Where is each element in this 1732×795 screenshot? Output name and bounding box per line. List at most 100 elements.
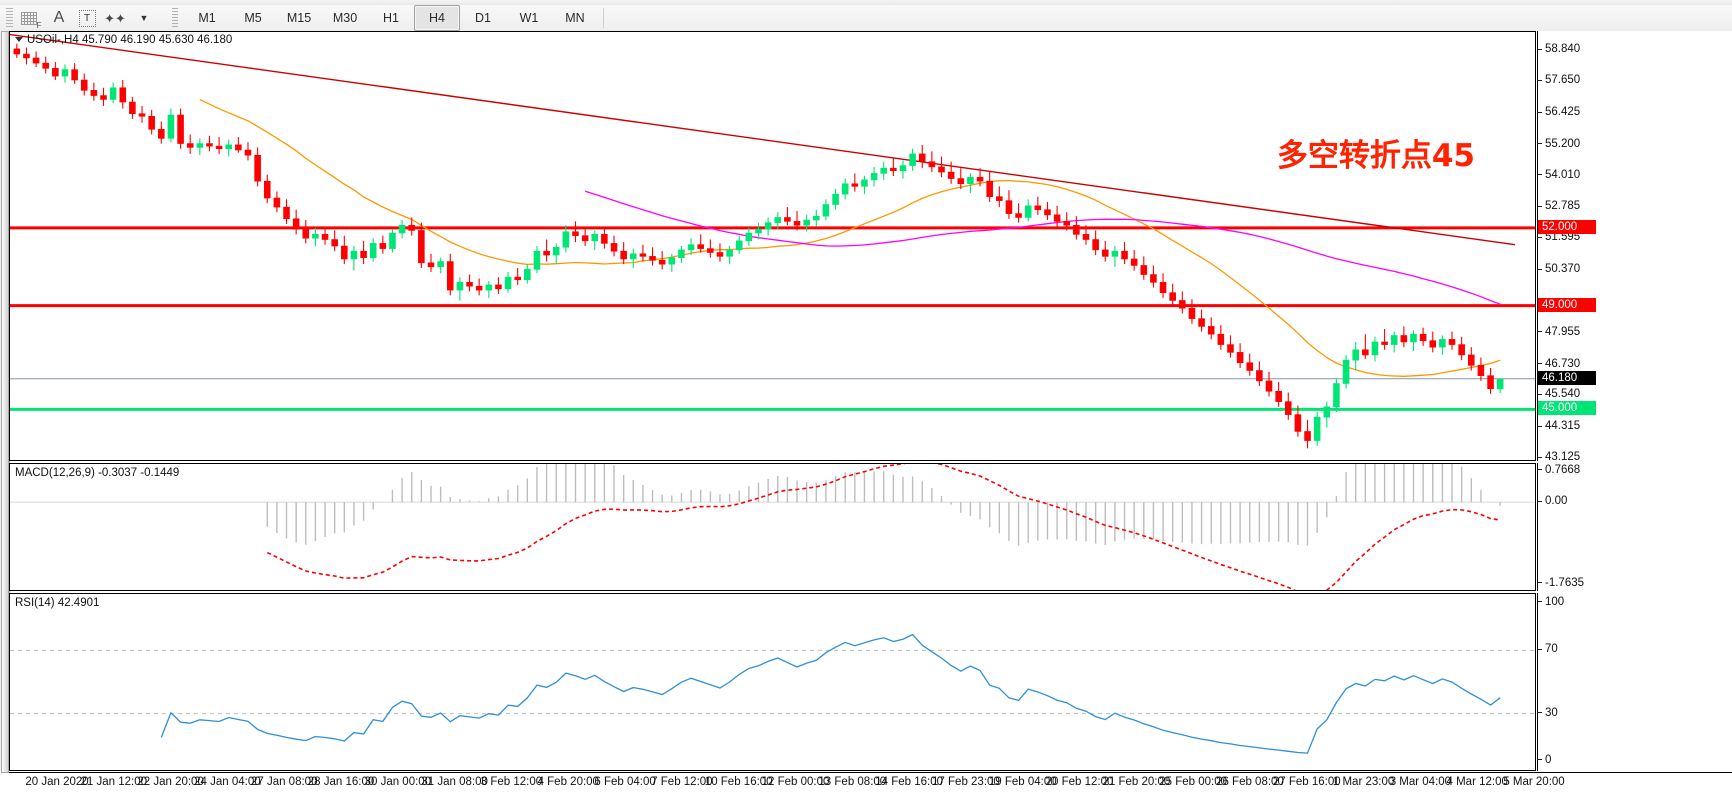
timeframe-m15[interactable]: M15	[286, 11, 312, 25]
text-A-icon[interactable]: A	[53, 9, 65, 26]
symbol-dropdown-icon[interactable]	[15, 37, 23, 43]
price-level-tag[interactable]: 46.180	[1538, 370, 1596, 385]
candle-body	[957, 178, 965, 185]
macd-axis[interactable]: 0.7668 0.00 -1.7635	[1537, 463, 1732, 591]
candle-body	[774, 217, 782, 223]
timeframe-h4[interactable]: H4	[414, 5, 460, 31]
crosshair-f-icon[interactable]: F	[17, 5, 45, 31]
candle-body	[196, 143, 204, 148]
timeframe-d1[interactable]: D1	[475, 11, 491, 25]
price-axis-tick: 51.595	[1537, 231, 1580, 243]
candle-body	[1458, 344, 1465, 356]
objects-dropdown-caret-icon[interactable]: ▼	[139, 13, 149, 23]
price-axis-tick: 54.010	[1537, 169, 1580, 181]
candle-body	[485, 284, 493, 291]
symbol-ohlc-text: USOil-,H4 45.790 46.190 45.630 46.180	[27, 34, 233, 46]
candle-body	[1429, 340, 1437, 348]
candle-body	[533, 250, 541, 270]
candle-body	[1121, 250, 1128, 260]
candle-body	[1487, 375, 1494, 389]
rsi-pane[interactable]: RSI(14) 42.4901	[9, 593, 1536, 771]
price-level-tag[interactable]: 52.000	[1538, 219, 1596, 234]
timeframe-h1[interactable]: H1	[383, 11, 399, 25]
timeframe-mn[interactable]: MN	[565, 11, 585, 25]
candle-body	[186, 143, 194, 148]
candle-body	[572, 231, 579, 236]
candle-body	[1063, 221, 1071, 226]
time-axis[interactable]: 20 Jan 2020 21 Jan 12:00 22 Jan 20:00 24 Ja…	[9, 772, 1732, 795]
candle-body	[119, 87, 127, 103]
price-axis-tick: 47.955	[1537, 326, 1580, 338]
moving-average-line	[199, 99, 1501, 377]
time-axis-label: 30 Jan 00:00	[364, 776, 432, 788]
macd-axis-tick: -1.7635	[1537, 577, 1584, 589]
candle-body	[1236, 352, 1244, 364]
candle-body	[1179, 300, 1186, 309]
candle-body	[321, 234, 329, 240]
candle-body	[967, 176, 974, 185]
price-axis-tick: 46.730	[1537, 358, 1580, 370]
candle-body	[389, 232, 396, 249]
candle-body	[1044, 209, 1051, 216]
candle-body	[813, 215, 820, 221]
time-axis-label: 27 Jan 08:00	[250, 776, 318, 788]
price-axis-tick: 58.840	[1537, 43, 1580, 55]
timeframe-m30[interactable]: M30	[332, 11, 358, 25]
text-label-icon[interactable]: T	[73, 5, 101, 31]
candle-body	[1333, 383, 1340, 408]
rsi-axis-tick: 70	[1537, 643, 1558, 655]
candle-body	[1275, 390, 1282, 402]
candle-body	[225, 144, 233, 150]
price-axis-tick: 52.785	[1537, 200, 1580, 212]
vertical-scrollbar-thumb[interactable]	[1, 31, 9, 773]
time-axis-label: 19 Feb 04:00	[988, 776, 1057, 788]
candle-body	[398, 224, 406, 234]
candle-body	[244, 149, 252, 156]
candle-body	[1005, 200, 1013, 214]
time-axis-label: 12 Feb 00:00	[761, 776, 830, 788]
candle-body	[167, 114, 175, 139]
timeframe-grip-icon[interactable]	[172, 8, 178, 28]
candle-body	[899, 165, 907, 172]
candle-body	[42, 62, 49, 69]
candle-body	[1323, 406, 1331, 418]
candle-body	[668, 257, 676, 265]
price-axis-tick: 50.370	[1537, 263, 1580, 275]
objects-icon[interactable]: ✦✦	[104, 10, 126, 26]
price-axis[interactable]: 58.840 57.650 56.425 55.200 54.010 52.785 51.5…	[1537, 31, 1732, 463]
time-axis-label: 24 Jan 04:00	[194, 776, 261, 788]
candle-body	[745, 232, 753, 242]
timeframe-w1[interactable]: W1	[519, 11, 539, 25]
candle-body	[591, 234, 599, 242]
time-axis-label: 21 Jan 12:00	[80, 776, 148, 788]
toolbar-grip-icon[interactable]	[6, 8, 13, 28]
price-level-tag[interactable]: 49.000	[1538, 297, 1596, 312]
timeframe-m1[interactable]: M1	[198, 11, 216, 25]
candle-body	[273, 197, 281, 208]
candle-body	[302, 228, 310, 239]
chart-annotation-text: 多空转折点45	[1276, 138, 1475, 174]
time-axis-label: 3 Mar 04:00	[1389, 776, 1452, 788]
price-level-tag[interactable]: 45.000	[1538, 401, 1596, 416]
time-axis-label: 20 Feb 12:00	[1045, 776, 1114, 788]
rsi-label: RSI(14) 42.4901	[15, 597, 100, 609]
time-axis-label: 27 Feb 16:00	[1272, 776, 1341, 788]
candle-body	[707, 248, 714, 253]
time-axis-label: 10 Feb 16:00	[704, 776, 773, 788]
time-axis-label: 17 Feb 23:00	[932, 776, 1000, 788]
macd-pane[interactable]: MACD(12,26,9) -0.3037 -0.1449	[9, 463, 1536, 591]
time-axis-label: 22 Jan 20:00	[137, 776, 204, 788]
candle-body	[726, 249, 733, 257]
price-pane[interactable]: USOil-,H4 45.790 46.190 45.630 46.180 多空…	[9, 31, 1536, 461]
candle-body	[1439, 339, 1446, 348]
candle-body	[524, 269, 531, 281]
candle-body	[61, 69, 69, 77]
timeframe-m5[interactable]: M5	[244, 11, 262, 25]
candle-body	[1410, 333, 1417, 343]
candle-body	[755, 228, 762, 234]
rsi-axis[interactable]: 100 70 30 0	[1537, 593, 1732, 771]
candle-body	[1198, 318, 1205, 327]
candle-body	[986, 180, 993, 198]
candle-body	[678, 249, 685, 258]
candle-body	[1015, 213, 1022, 218]
